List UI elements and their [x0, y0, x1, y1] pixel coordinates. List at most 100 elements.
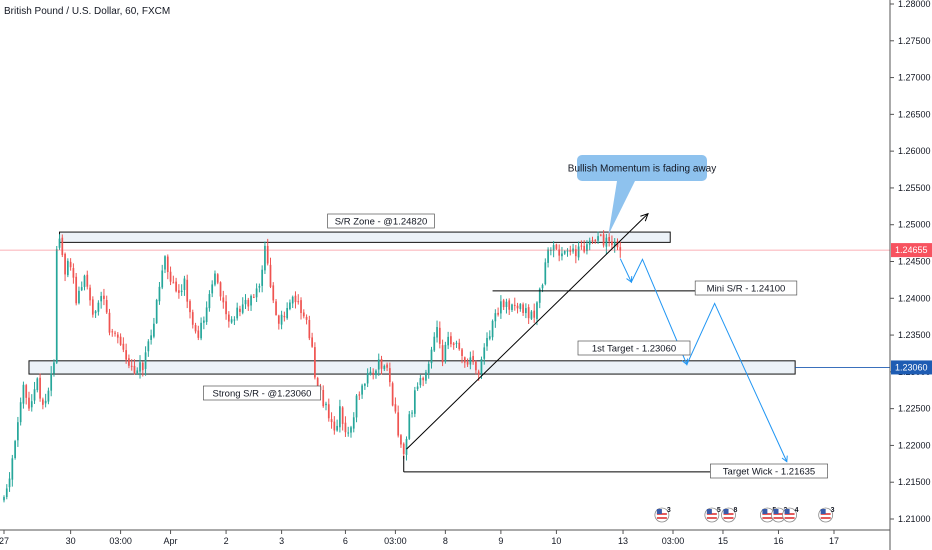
- candle: [347, 426, 350, 437]
- candle: [44, 393, 47, 408]
- candle: [463, 356, 466, 368]
- candle-body: [577, 246, 580, 258]
- candle-body: [75, 276, 78, 304]
- candle: [369, 367, 372, 376]
- candle-body: [261, 269, 264, 286]
- candle: [308, 315, 311, 341]
- candle-body: [19, 402, 22, 423]
- candle-body: [591, 240, 594, 242]
- candle: [147, 339, 150, 357]
- candle-body: [391, 383, 394, 406]
- x-tick-label: 10: [551, 536, 561, 546]
- event-badge[interactable]: 4: [782, 507, 799, 523]
- candle: [61, 234, 64, 258]
- candle-body: [525, 308, 527, 314]
- candle-body: [427, 363, 430, 373]
- candle: [158, 281, 161, 305]
- candle: [558, 244, 561, 262]
- candle-body: [477, 371, 480, 375]
- candle: [327, 398, 330, 422]
- candle-body: [144, 352, 147, 369]
- candle-body: [361, 385, 363, 395]
- candle-body: [247, 299, 250, 307]
- x-tick-label: Apr: [164, 536, 178, 546]
- candle: [488, 330, 491, 341]
- candle: [39, 373, 41, 402]
- candle-body: [180, 290, 183, 293]
- candle-body: [522, 304, 524, 313]
- flag-canton: [784, 509, 790, 514]
- y-tick-label: 1.28000: [898, 0, 931, 9]
- candle: [391, 381, 394, 407]
- event-badge[interactable]: 8: [721, 507, 738, 523]
- mini-sr-label-box: [694, 280, 798, 296]
- candle: [8, 472, 11, 492]
- candle: [511, 303, 513, 312]
- y-tick-label: 1.25500: [898, 183, 931, 193]
- candle: [122, 337, 125, 353]
- candle: [544, 258, 547, 286]
- candle: [133, 359, 136, 375]
- candle-body: [475, 361, 477, 371]
- candle-body: [28, 397, 30, 409]
- candle-body: [344, 422, 347, 433]
- candle: [47, 387, 50, 405]
- candle-body: [214, 273, 216, 285]
- candle: [17, 416, 19, 447]
- y-tick-label: 1.21500: [898, 477, 931, 487]
- candle-body: [458, 342, 461, 350]
- candle: [500, 295, 502, 319]
- candle: [599, 233, 602, 237]
- candle: [286, 302, 289, 320]
- event-badge[interactable]: 3: [818, 507, 835, 523]
- candle-body: [330, 419, 333, 423]
- x-tick-label: 8: [443, 536, 448, 546]
- badge-count: 5: [717, 507, 721, 514]
- candle-body: [255, 288, 258, 298]
- trendline: [406, 213, 649, 450]
- candle-body: [541, 285, 544, 289]
- candle: [64, 252, 66, 282]
- candle-body: [269, 264, 272, 287]
- flag-canton: [762, 509, 768, 514]
- x-tick-label: 30: [66, 536, 76, 546]
- candle: [275, 298, 277, 316]
- y-tick-label: 1.21000: [898, 514, 931, 524]
- candle: [78, 286, 80, 305]
- candle-body: [494, 313, 497, 322]
- event-badge[interactable]: 3: [654, 507, 671, 523]
- candle-body: [122, 343, 125, 350]
- candle: [386, 362, 388, 372]
- badge-count: 4: [795, 507, 799, 514]
- candle-body: [380, 358, 383, 369]
- candle-body: [133, 365, 136, 374]
- candle-body: [80, 287, 83, 291]
- candle: [128, 354, 130, 369]
- candle: [28, 391, 30, 411]
- flag-canton: [820, 509, 826, 514]
- candle: [125, 343, 128, 364]
- flag-stripe: [820, 517, 831, 519]
- candle: [425, 369, 427, 384]
- candle-body: [139, 362, 141, 372]
- candle-body: [527, 307, 530, 319]
- candle-body: [14, 441, 16, 458]
- candle-body: [463, 357, 466, 363]
- candle-body: [119, 336, 122, 345]
- candle-body: [200, 322, 202, 339]
- candle: [450, 332, 452, 348]
- candle: [358, 391, 361, 400]
- candle: [574, 244, 577, 264]
- event-badge[interactable]: 5: [704, 507, 721, 523]
- candle-body: [116, 334, 119, 338]
- candle-body: [297, 301, 300, 303]
- target-wick-label-box: [710, 463, 828, 479]
- candle-body: [100, 296, 103, 302]
- candle: [444, 341, 447, 364]
- candle: [269, 257, 272, 289]
- candle: [350, 425, 352, 438]
- candle: [352, 412, 355, 433]
- candle: [458, 338, 461, 351]
- candle: [616, 238, 619, 251]
- candle-body: [241, 304, 244, 313]
